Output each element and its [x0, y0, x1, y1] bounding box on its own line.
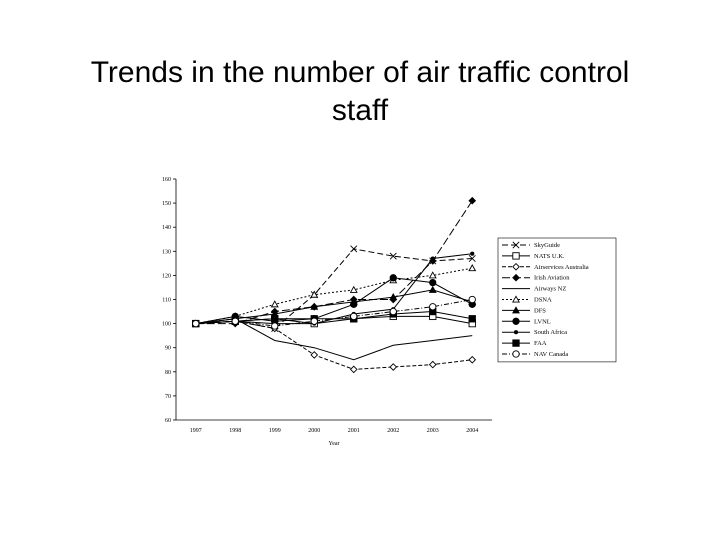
x-tick-label: 2001	[348, 428, 360, 434]
series-line	[195, 277, 473, 325]
marker	[468, 295, 476, 304]
series-line	[195, 320, 473, 370]
legend-label: LVNL	[534, 318, 551, 325]
marker	[231, 317, 239, 325]
legend-label: NATS U.K.	[534, 253, 565, 260]
marker	[513, 330, 519, 335]
marker	[429, 278, 437, 287]
marker	[468, 355, 477, 364]
marker	[430, 256, 435, 261]
x-tick-label: 1997	[190, 428, 202, 434]
marker	[350, 312, 358, 321]
marker	[310, 290, 319, 298]
marker	[512, 262, 520, 271]
marker	[470, 251, 475, 256]
marker	[428, 271, 437, 279]
y-tick-label: 120	[162, 273, 171, 279]
marker	[310, 317, 318, 325]
marker	[468, 196, 477, 205]
marker	[389, 292, 398, 301]
x-axis-label: Year	[328, 441, 339, 447]
marker	[468, 255, 476, 263]
marker	[271, 315, 279, 323]
y-tick-label: 150	[162, 201, 171, 207]
series-line	[195, 299, 473, 327]
x-tick-label: 2003	[427, 428, 439, 434]
x-tick-label: 1998	[229, 428, 241, 434]
legend-label: SkyGuide	[534, 242, 560, 249]
y-tick-label: 100	[162, 322, 171, 328]
y-tick-label: 90	[165, 346, 171, 352]
marker	[512, 295, 520, 303]
marker	[192, 319, 200, 328]
y-tick-label: 110	[162, 298, 171, 304]
legend-label: DFS	[534, 307, 546, 314]
y-tick-label: 70	[165, 394, 171, 400]
x-tick-label: 2004	[466, 428, 478, 434]
series-line	[195, 289, 473, 325]
marker	[349, 285, 358, 293]
y-tick-label: 160	[162, 177, 171, 183]
y-tick-label: 80	[165, 370, 171, 376]
marker	[428, 285, 437, 293]
marker	[512, 241, 520, 249]
marker	[468, 315, 476, 323]
marker	[310, 351, 319, 359]
marker	[468, 264, 477, 272]
marker	[512, 273, 520, 282]
marker	[350, 300, 358, 308]
legend-label: Airways NZ	[534, 286, 566, 293]
marker	[389, 274, 397, 282]
x-tick-label: 1999	[269, 428, 281, 434]
marker	[512, 252, 520, 260]
marker	[512, 306, 520, 314]
marker	[512, 350, 520, 358]
x-tick-label: 2002	[387, 428, 399, 434]
marker	[349, 365, 358, 374]
legend-label: Airservices Australia	[534, 264, 589, 271]
legend-label: FAA	[534, 340, 547, 347]
marker	[350, 245, 358, 253]
y-tick-label: 140	[162, 225, 171, 231]
marker	[429, 303, 437, 311]
y-tick-label: 60	[165, 418, 171, 424]
slide-title: Trends in the number of air traffic cont…	[90, 56, 630, 127]
marker	[310, 302, 319, 310]
marker	[270, 300, 279, 308]
legend-label: South Africa	[534, 329, 567, 336]
marker	[389, 252, 397, 260]
marker	[389, 363, 398, 371]
x-tick-label: 2000	[308, 428, 320, 434]
legend-label: NAV Canada	[534, 351, 568, 358]
marker	[271, 322, 279, 330]
marker	[428, 360, 437, 369]
marker	[512, 339, 520, 347]
series-line	[195, 311, 473, 325]
marker	[389, 307, 397, 316]
legend-label: DSNA	[534, 297, 552, 304]
series-line	[195, 318, 473, 361]
y-tick-label: 130	[162, 249, 171, 255]
legend-label: Irish Aviation	[534, 275, 570, 282]
marker	[512, 317, 520, 325]
